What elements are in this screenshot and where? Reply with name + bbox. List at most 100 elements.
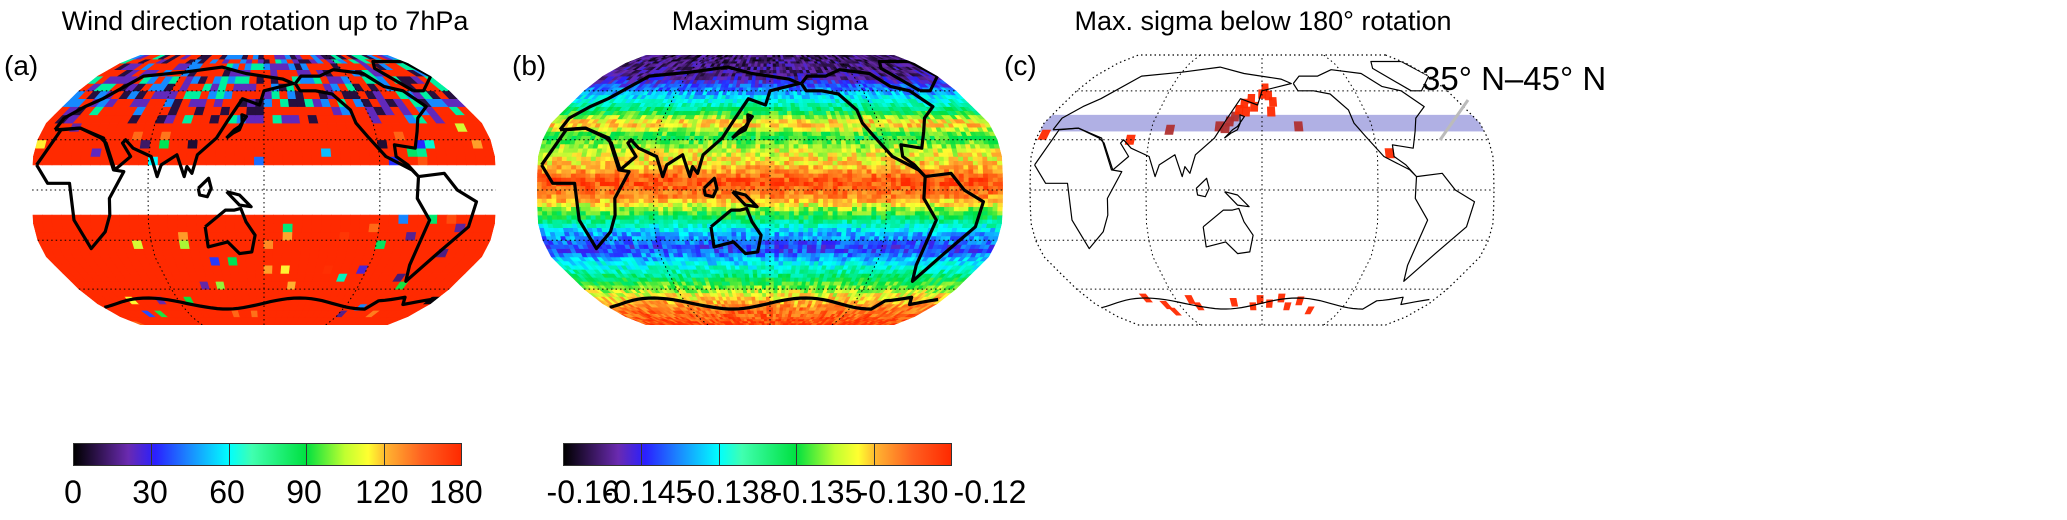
grid-cell (542, 210, 548, 216)
grid-cell (987, 198, 994, 203)
grid-cell (292, 147, 303, 157)
grid-cell (755, 193, 761, 199)
grid-cell (798, 189, 805, 195)
grid-cell (793, 214, 800, 220)
grid-cell (782, 264, 788, 270)
grid-cell (983, 185, 989, 191)
grid-cell (822, 206, 829, 212)
grid-cell (866, 210, 873, 216)
grid-cell (667, 198, 674, 203)
grid-cell (225, 147, 236, 157)
grid-cell (732, 252, 739, 258)
grid-cell (847, 198, 853, 203)
grid-cell (817, 231, 823, 237)
grid-cell (619, 210, 626, 216)
grid-cell (677, 214, 684, 220)
grid-cell (659, 227, 666, 233)
grid-cell (759, 185, 766, 191)
grid-cell (870, 223, 877, 228)
grid-cell (793, 227, 800, 233)
grid-cell (755, 219, 761, 224)
grid-cell (590, 185, 596, 191)
grid-cell (813, 189, 819, 195)
grid-cell (716, 210, 722, 216)
grid-cell (886, 185, 892, 191)
grid-cell (668, 227, 675, 233)
grid-cell (885, 214, 892, 220)
grid-cell (749, 276, 755, 282)
grid-cell (565, 185, 572, 191)
grid-cell (149, 139, 161, 149)
grid-cell (682, 189, 688, 195)
grid-cell (691, 189, 698, 195)
grid-cell (197, 131, 209, 141)
grid-cell (866, 193, 873, 199)
grid-cell (648, 214, 655, 220)
grid-cell (934, 185, 941, 191)
grid-cell (721, 231, 728, 237)
grid-cell (812, 227, 819, 233)
grid-cell (254, 156, 265, 166)
grid-cell (624, 210, 631, 216)
grid-cell (208, 248, 219, 258)
grid-cell (541, 206, 548, 212)
grid-cell (783, 235, 790, 241)
grid-cell (789, 198, 795, 203)
grid-cell (692, 202, 698, 207)
grid-cell (653, 223, 660, 228)
grid-cell (801, 248, 808, 254)
grid-cell (723, 248, 729, 254)
grid-cell (943, 219, 950, 224)
grid-cell (599, 185, 606, 191)
grid-cell (837, 214, 843, 220)
grid-cell (992, 202, 999, 207)
grid-cell (288, 106, 300, 116)
grid-cell (929, 189, 936, 195)
grid-cell (643, 189, 650, 195)
grid-cell (330, 147, 342, 157)
grid-cell (696, 185, 703, 191)
grid-cell (604, 189, 611, 195)
grid-cell (677, 198, 684, 203)
grid-cell (697, 231, 704, 237)
grid-cell (948, 210, 955, 216)
grid-cell (798, 206, 805, 212)
grid-cell (760, 227, 766, 233)
grid-cell (876, 198, 882, 203)
panel-a-title: Wind direction rotation up to 7hPa (61, 6, 469, 36)
grid-cell (797, 252, 803, 258)
grid-cell (909, 214, 916, 220)
grid-cell (818, 198, 824, 203)
grid-cell (992, 198, 999, 203)
grid-cell (765, 296, 771, 301)
grid-cell (330, 223, 342, 233)
grid-cell (779, 210, 785, 216)
grid-cell (836, 223, 843, 228)
grid-cell (880, 214, 887, 220)
grid-cell (793, 193, 800, 199)
grid-cell (128, 223, 141, 233)
grid-cell (677, 206, 684, 212)
grid-cell (822, 214, 829, 220)
grid-cell (653, 193, 659, 199)
grid-cell (856, 193, 863, 199)
grid-cell (851, 219, 858, 224)
grid-cell (638, 198, 645, 203)
grid-cell (726, 223, 732, 228)
grid-cell (643, 193, 650, 199)
grid-cell (968, 202, 975, 207)
grid-cell (270, 69, 279, 77)
grid-cell (759, 219, 766, 224)
grid-cell (938, 214, 945, 220)
grid-cell (953, 198, 960, 203)
grid-cell (41, 214, 53, 224)
grid-cell (953, 219, 959, 224)
grid-cell (546, 185, 552, 191)
grid-cell (934, 189, 941, 195)
grid-cell (480, 139, 494, 149)
grid-cell (570, 202, 577, 207)
grid-cell (876, 206, 882, 212)
grid-cell (798, 210, 805, 216)
grid-cell (138, 156, 149, 166)
grid-cell (271, 280, 281, 290)
